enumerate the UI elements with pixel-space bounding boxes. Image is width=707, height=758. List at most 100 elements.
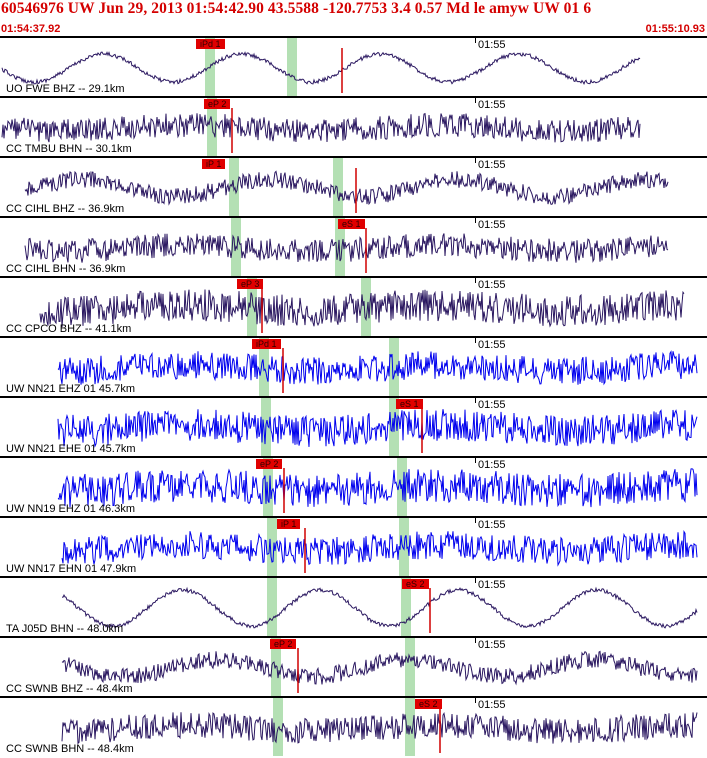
waveform-trace <box>1 112 641 143</box>
minute-tick <box>475 638 476 643</box>
phase-window <box>267 518 277 576</box>
minute-tick <box>475 698 476 703</box>
phase-window <box>405 638 415 696</box>
waveform-trace <box>1 51 641 85</box>
phase-pick-label[interactable]: eP 2 <box>256 459 283 469</box>
trace-panel[interactable]: 01:55 iPd 1 UO FWE BHZ -- 29.1km <box>0 36 707 96</box>
minute-tick <box>475 38 476 43</box>
seismogram-panels: 01:55 iPd 1 UO FWE BHZ -- 29.1km 01:55 eP 2 C… <box>0 36 707 758</box>
waveform-trace <box>61 650 698 686</box>
trace-panel[interactable]: 01:55 eS 1 CC CIHL BHN -- 36.9km <box>0 216 707 276</box>
minute-label: 01:55 <box>478 699 506 711</box>
waveform-trace <box>24 232 669 263</box>
waveform-trace <box>61 711 698 745</box>
waveform-plot <box>61 518 698 576</box>
waveform-trace <box>24 170 669 206</box>
phase-window <box>273 698 283 756</box>
minute-label: 01:55 <box>478 579 506 591</box>
phase-window <box>247 278 257 336</box>
trace-panel[interactable]: 01:55 iP 1 UW NN17 EHN 01 47.9km <box>0 516 707 576</box>
phase-pick-label[interactable]: eP 2 <box>270 639 297 649</box>
minute-label: 01:55 <box>478 399 506 411</box>
minute-tick <box>475 98 476 103</box>
minute-label: 01:55 <box>478 279 506 291</box>
trace-panel[interactable]: 01:55 iP 1 CC CIHL BHZ -- 36.9km <box>0 156 707 216</box>
phase-pick-label[interactable]: iPd 1 <box>196 39 225 49</box>
trace-panel[interactable]: 01:55 eS 2 CC SWNB BHN -- 48.4km <box>0 696 707 756</box>
event-title: 60546976 UW Jun 29, 2013 01:54:42.90 43.… <box>1 0 592 17</box>
minute-label: 01:55 <box>478 339 506 351</box>
minute-label: 01:55 <box>478 99 506 111</box>
waveform-plot <box>24 158 669 216</box>
waveform-plot <box>61 698 698 756</box>
minute-label: 01:55 <box>478 519 506 531</box>
phase-window <box>361 278 371 336</box>
phase-pick-label[interactable]: eS 2 <box>402 579 429 589</box>
phase-window <box>333 158 343 216</box>
phase-pick-label[interactable]: eS 1 <box>338 219 365 229</box>
phase-window <box>287 38 297 96</box>
minute-tick <box>475 278 476 283</box>
waveform-trace <box>39 289 685 328</box>
phase-window <box>267 578 277 636</box>
phase-window <box>401 578 411 636</box>
waveform-trace <box>57 350 698 386</box>
minute-label: 01:55 <box>478 159 506 171</box>
minute-tick <box>475 458 476 463</box>
trace-panel[interactable]: 01:55 eP 2 CC TMBU BHN -- 30.1km <box>0 96 707 156</box>
trace-panel[interactable]: 01:55 eS 2 TA J05D BHN -- 48.0km <box>0 576 707 636</box>
waveform-trace <box>57 409 698 448</box>
phase-pick-label[interactable]: eS 1 <box>396 399 423 409</box>
minute-tick <box>475 518 476 523</box>
phase-pick-label[interactable]: iP 1 <box>202 159 226 169</box>
minute-tick <box>475 158 476 163</box>
phase-window <box>389 338 399 396</box>
waveform-plot <box>39 278 685 336</box>
minute-label: 01:55 <box>478 639 506 651</box>
waveform-plot <box>61 638 698 696</box>
minute-label: 01:55 <box>478 39 506 51</box>
event-header: 60546976 UW Jun 29, 2013 01:54:42.90 43.… <box>0 0 707 36</box>
station-label: CC CIHL BHN -- 36.9km <box>6 263 126 275</box>
phase-pick-label[interactable]: iPd 1 <box>252 339 281 349</box>
station-label: UW NN21 EHE 01 45.7km <box>6 443 136 455</box>
phase-window <box>263 458 273 516</box>
waveform-plot <box>57 458 698 516</box>
minute-tick <box>475 218 476 223</box>
station-label: CC SWNB BHN -- 48.4km <box>6 743 134 755</box>
phase-pick-label[interactable]: eP 2 <box>204 99 231 109</box>
waveform-trace <box>57 468 698 508</box>
trace-panel[interactable]: 01:55 eS 1 UW NN21 EHE 01 45.7km <box>0 396 707 456</box>
waveform-plot <box>61 578 698 636</box>
end-time: 01:55:10.93 <box>645 23 705 35</box>
phase-pick-label[interactable]: eS 2 <box>415 699 442 709</box>
station-label: CC CPCO BHZ -- 41.1km <box>6 323 132 335</box>
start-time: 01:54:37.92 <box>1 23 61 35</box>
minute-tick <box>475 578 476 583</box>
minute-label: 01:55 <box>478 219 506 231</box>
trace-panel[interactable]: 01:55 eP 3 CC CPCO BHZ -- 41.1km <box>0 276 707 336</box>
trace-panel[interactable]: 01:55 eP 2 CC SWNB BHZ -- 48.4km <box>0 636 707 696</box>
station-label: CC CIHL BHZ -- 36.9km <box>6 203 125 215</box>
trace-panel[interactable]: 01:55 eP 2 UW NN19 EHZ 01 46.3km <box>0 456 707 516</box>
waveform-trace <box>61 530 698 567</box>
waveform-trace <box>61 586 698 629</box>
station-label: TA J05D BHN -- 48.0km <box>6 623 124 635</box>
minute-tick <box>475 338 476 343</box>
station-label: UW NN21 EHZ 01 45.7km <box>6 383 135 395</box>
waveform-plot <box>1 38 641 96</box>
station-label: UO FWE BHZ -- 29.1km <box>6 83 125 95</box>
minute-tick <box>475 398 476 403</box>
waveform-plot <box>57 398 698 456</box>
waveform-plot <box>1 98 641 156</box>
waveform-plot <box>57 338 698 396</box>
station-label: CC SWNB BHZ -- 48.4km <box>6 683 133 695</box>
phase-pick-label[interactable]: eP 3 <box>237 279 264 289</box>
trace-panel[interactable]: 01:55 iPd 1 UW NN21 EHZ 01 45.7km <box>0 336 707 396</box>
phase-window <box>335 218 345 276</box>
station-label: UW NN19 EHZ 01 46.3km <box>6 503 135 515</box>
station-label: UW NN17 EHN 01 47.9km <box>6 563 137 575</box>
waveform-plot <box>24 218 669 276</box>
station-label: CC TMBU BHN -- 30.1km <box>6 143 132 155</box>
phase-pick-label[interactable]: iP 1 <box>277 519 301 529</box>
